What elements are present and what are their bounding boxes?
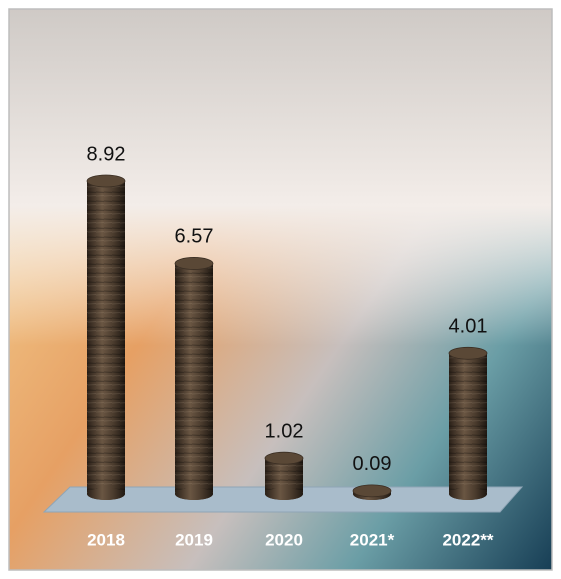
- value-label: 8.92: [87, 143, 126, 165]
- value-label: 6.57: [175, 226, 214, 248]
- bar-cap: [448, 346, 488, 360]
- bar-cap: [264, 451, 304, 465]
- x-tick-label: 2018: [87, 530, 125, 549]
- bar-bottom-edge: [449, 488, 487, 500]
- value-label: 0.09: [353, 453, 392, 475]
- x-tick-label: 2022**: [442, 530, 493, 549]
- bar-bottom-edge: [87, 488, 125, 500]
- bar-texture: [175, 263, 213, 494]
- bar-texture: [449, 353, 487, 494]
- x-tick-label: 2021*: [350, 530, 395, 549]
- value-label: 1.02: [265, 420, 304, 442]
- bar-bottom-edge: [175, 488, 213, 500]
- x-tick-label: 2019: [175, 530, 213, 549]
- bar-cap: [174, 257, 214, 270]
- chart-border: [8, 8, 553, 571]
- bar-cap: [352, 484, 392, 498]
- bar-texture: [87, 181, 125, 494]
- value-label: 4.01: [449, 316, 488, 338]
- x-tick-label: 2020: [265, 530, 303, 549]
- bar-cap: [86, 174, 126, 188]
- bar-bottom-edge: [265, 488, 303, 500]
